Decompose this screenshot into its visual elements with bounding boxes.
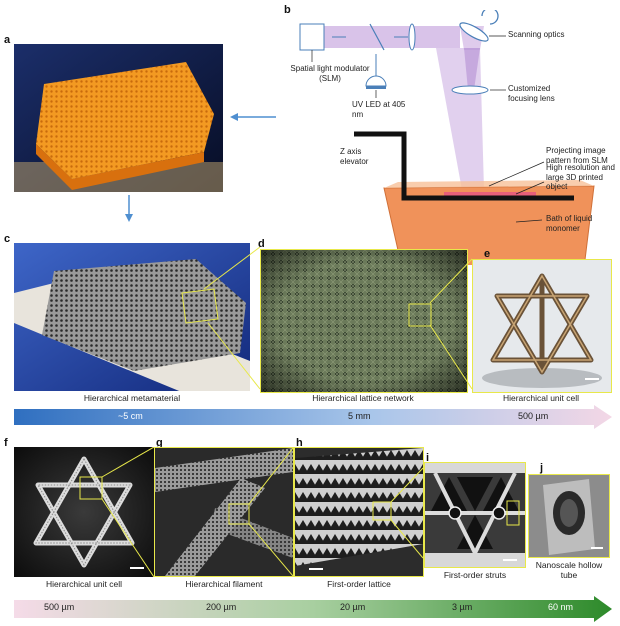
panel-c-photo bbox=[14, 243, 250, 391]
scale-bottom-2: 200 µm bbox=[206, 602, 237, 612]
caption-f: Hierarchical unit cell bbox=[45, 579, 123, 589]
arrow-down-icon bbox=[125, 195, 133, 222]
panel-j-photo bbox=[528, 474, 610, 558]
panel-label-b: b bbox=[284, 4, 291, 16]
uv-led-icon bbox=[365, 75, 387, 87]
printer-schematic bbox=[299, 10, 595, 265]
scale-bar-j bbox=[591, 547, 603, 549]
panel-label-h: h bbox=[296, 437, 303, 449]
panel-label-i: i bbox=[426, 452, 430, 464]
scale-bar-h bbox=[309, 568, 323, 570]
rotate-arrow-icon bbox=[481, 10, 499, 25]
panel-label-d: d bbox=[258, 238, 265, 250]
label-lens: Customized focusing lens bbox=[508, 84, 555, 103]
panel-g-photo bbox=[154, 447, 294, 577]
caption-g: Hierarchical filament bbox=[185, 579, 263, 589]
scale-bottom-1: 500 µm bbox=[44, 602, 75, 612]
focusing-lens-icon bbox=[451, 85, 489, 95]
panel-i-photo bbox=[424, 462, 526, 568]
filament-strut bbox=[155, 448, 293, 492]
label-object: High resolution and large 3D printed obj… bbox=[546, 163, 615, 191]
panel-label-a: a bbox=[4, 34, 11, 46]
monomer-bath bbox=[383, 185, 595, 265]
caption-i: First-order struts bbox=[443, 570, 507, 580]
scale-bar-e bbox=[585, 378, 599, 380]
panel-e-photo bbox=[472, 259, 612, 393]
caption-h: First-order lattice bbox=[327, 579, 391, 589]
scale-top-3: 500 µm bbox=[518, 411, 549, 421]
label-z-axis: Z axis elevator bbox=[340, 147, 369, 166]
scale-top-1: ~5 cm bbox=[118, 411, 143, 421]
panel-label-c: c bbox=[4, 233, 11, 245]
caption-j: Nanoscale hollow tube bbox=[535, 560, 603, 580]
scale-arrow-top bbox=[14, 405, 612, 429]
metamaterial-block bbox=[42, 259, 246, 371]
zoom-lines-d-e bbox=[429, 258, 473, 390]
label-slm: Spatial light modulator (SLM) bbox=[290, 64, 370, 83]
scale-bottom-3: 20 µm bbox=[340, 602, 366, 612]
panel-label-j: j bbox=[540, 462, 544, 474]
zoom-lines-c-d bbox=[203, 246, 261, 390]
caption-c: Hierarchical metamaterial bbox=[83, 393, 181, 403]
panel-f-photo bbox=[14, 447, 154, 577]
strut-holes bbox=[431, 477, 519, 549]
label-scanning: Scanning optics bbox=[508, 30, 565, 39]
panel-a-photo bbox=[14, 44, 223, 192]
printed-object bbox=[444, 192, 536, 198]
panel-label-f: f bbox=[4, 437, 8, 449]
caption-d: Hierarchical lattice network bbox=[312, 393, 414, 403]
scanning-mirror bbox=[459, 22, 489, 42]
label-uv-led: UV LED at 405 nm bbox=[352, 100, 406, 119]
scale-bar-i bbox=[503, 559, 517, 561]
scale-top-2: 5 mm bbox=[348, 411, 371, 421]
scale-bar-f bbox=[130, 567, 144, 569]
beam-splitter bbox=[369, 23, 385, 51]
slm-box bbox=[299, 23, 325, 51]
first-order-lattice bbox=[295, 448, 423, 566]
caption-e: Hierarchical unit cell bbox=[502, 393, 580, 403]
scale-bottom-5: 60 nm bbox=[548, 602, 574, 612]
panel-d-photo bbox=[260, 249, 468, 393]
scale-arrow-bottom bbox=[14, 596, 612, 622]
arrow-left-icon bbox=[230, 113, 276, 121]
z-axis-elevator bbox=[354, 131, 574, 201]
panel-label-e: e bbox=[484, 248, 491, 260]
scale-bottom-4: 3 µm bbox=[452, 602, 473, 612]
lens-icon bbox=[408, 23, 416, 51]
label-bath: Bath of liquid monomer bbox=[546, 214, 593, 233]
panel-h-photo bbox=[294, 447, 424, 577]
panel-label-g: g bbox=[156, 437, 163, 449]
label-projecting: Projecting image pattern from SLM bbox=[546, 146, 608, 165]
orange-lattice-block bbox=[36, 62, 214, 179]
beam-horizontal bbox=[324, 26, 460, 48]
